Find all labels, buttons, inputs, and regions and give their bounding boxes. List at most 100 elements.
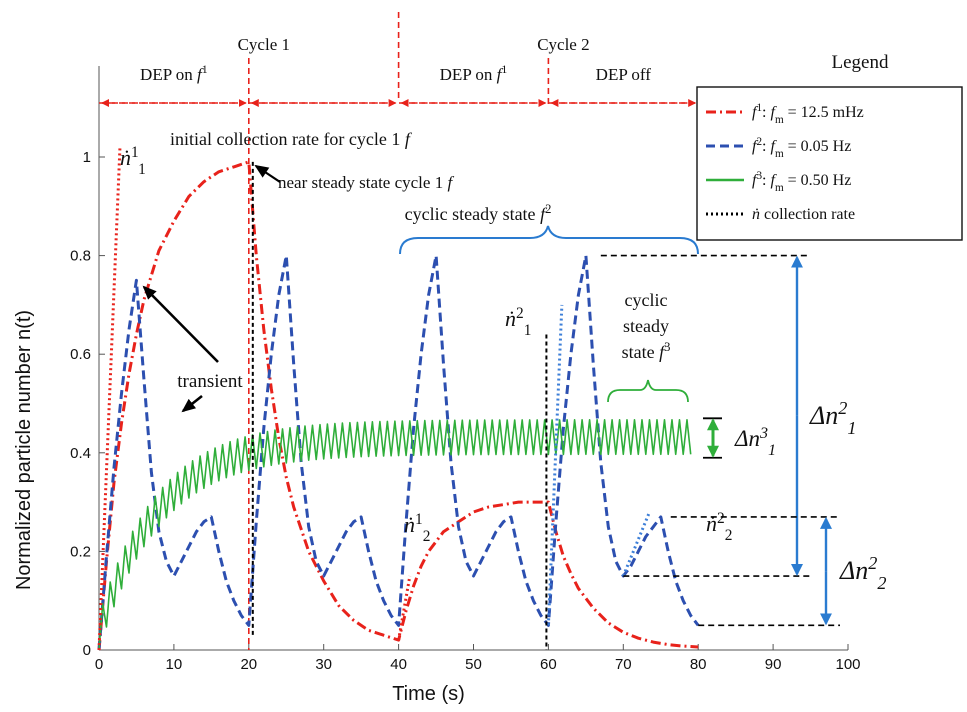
- legend-label: f2: fm = 0.05 Hz: [752, 136, 851, 160]
- y-axis-title: Normalized particle number n(t): [13, 310, 35, 590]
- collection-rate-label-part: ṅ: [505, 306, 516, 331]
- legend-label-part: 3: [756, 170, 762, 182]
- y-tick-label: 0.6: [70, 346, 91, 363]
- delta-label: Δn21: [809, 398, 856, 438]
- legend-label-part: f: [752, 104, 759, 121]
- series-f1-line: [97, 160, 699, 651]
- delta-label-part: Δn: [734, 426, 760, 451]
- legend-label: f1: fm = 12.5 mHz: [752, 102, 864, 126]
- collection-rate-label-part: ṅ: [120, 145, 131, 170]
- legend-label-part: m: [775, 114, 784, 126]
- collection-rate-label: ṅ12: [404, 511, 430, 545]
- delta-label-part: 2: [868, 553, 877, 573]
- collection-rate-line: [97, 147, 122, 651]
- delta-label-part: 1: [768, 442, 776, 459]
- legend-label-part: ṅ: [752, 206, 760, 223]
- legend-label-part: :: [762, 104, 770, 121]
- annotation-cyclic-f2-part: cyclic steady state: [405, 204, 540, 224]
- legend-label-part: f: [771, 172, 778, 189]
- x-tick-label: 10: [166, 656, 183, 673]
- collection-rate-label-part: 1: [131, 144, 138, 161]
- delta-label: Δn22: [839, 553, 886, 593]
- collection-rate-label-part: 1: [415, 511, 423, 528]
- phase-label-part: f: [497, 65, 504, 84]
- x-tick-label: 90: [765, 656, 782, 673]
- x-tick-label: 80: [690, 656, 707, 673]
- legend-label-part: m: [775, 148, 784, 160]
- x-tick-label: 70: [615, 656, 632, 673]
- phase-label-part: 1: [501, 62, 507, 76]
- delta-label-part: Δn: [809, 401, 838, 430]
- phase-label-part: f: [197, 65, 204, 84]
- brace-cyclic-f3: [607, 379, 689, 403]
- y-tick-label: 1: [83, 149, 91, 166]
- cycle-label: Cycle 1: [238, 35, 290, 54]
- legend-label-part: :: [762, 172, 770, 189]
- annotation-cyclic-f3-line-part: 3: [664, 340, 670, 354]
- annotation-cyclic-f2: cyclic steady state f2: [405, 202, 552, 224]
- collection-rate-label: ṅ21: [505, 305, 531, 339]
- legend-label-part: 2: [756, 136, 762, 148]
- collection-rate-label-part: ṅ: [706, 511, 717, 536]
- legend-label-part: f: [752, 138, 759, 155]
- x-tick-label: 40: [390, 656, 407, 673]
- collection-rate-label: ṅ22: [706, 510, 732, 544]
- phase-label-part: 1: [202, 62, 208, 76]
- legend-title: Legend: [832, 52, 889, 73]
- x-tick-label: 50: [465, 656, 482, 673]
- delta-label-part: 2: [838, 398, 847, 418]
- x-tick-label: 0: [95, 656, 103, 673]
- annotation-initial-rate: initial collection rate for cycle 1 f: [170, 129, 413, 149]
- delta-label-part: 3: [759, 425, 768, 442]
- y-tick-label: 0.4: [70, 445, 91, 462]
- annotation-near-steady-part: f: [447, 173, 454, 192]
- legend-label-part: :: [762, 138, 770, 155]
- annotation-initial-rate-part: initial collection rate for cycle 1: [170, 129, 405, 149]
- collection-rate-label-part: 2: [423, 528, 431, 545]
- legend-label-part: f: [771, 104, 778, 121]
- x-tick-label: 30: [315, 656, 332, 673]
- annotation-cyclic-f2-part: f: [540, 204, 548, 224]
- annotation-cyclic-f3-line: steady: [623, 316, 669, 336]
- delta-label: Δn31: [734, 425, 776, 459]
- collection-rate-label-part: 1: [138, 161, 146, 178]
- delta-label-part: 1: [847, 418, 856, 438]
- annotation-layer: initial collection rate for cycle 1 fnea…: [142, 129, 699, 413]
- collection-rate-line: [621, 511, 651, 577]
- transient-arrow-1: [142, 285, 219, 363]
- collection-rate-label-part: ṅ: [404, 512, 415, 537]
- annotation-initial-rate-part: f: [405, 129, 413, 149]
- annotation-near-steady: near steady state cycle 1 f: [278, 173, 454, 192]
- x-tick-label: 20: [240, 656, 257, 673]
- legend-label: f3: fm = 0.50 Hz: [752, 170, 851, 194]
- series-layer: [97, 160, 700, 651]
- legend-label-part: = 0.50 Hz: [784, 172, 852, 189]
- y-tick-label: 0.2: [70, 543, 91, 560]
- collection-rate-label-part: 1: [524, 322, 532, 339]
- y-tick-label: 0.8: [70, 248, 91, 265]
- axes: 0 10 20 30 40 50 60 70 80 90 100 0 0.2 0.4 0.6 0.8 1 Time…: [13, 66, 861, 705]
- series-f3-line: [98, 419, 692, 651]
- annotation-cyclic-f3-line: cyclic: [625, 290, 668, 310]
- x-axis-title: Time (s): [392, 683, 465, 705]
- annotation-near-steady-part: near steady state cycle 1: [278, 173, 447, 192]
- phase-label-part: DEP on: [140, 65, 197, 84]
- annotation-cyclic-f3-line-part: f: [659, 342, 667, 362]
- annotation-cyclic-f3-line: state f3: [622, 340, 671, 362]
- phase-label: DEP off: [596, 65, 652, 84]
- collection-rate-line: [397, 575, 412, 641]
- annotation-cyclic-f2-part: 2: [545, 202, 551, 216]
- legend-label: ṅ collection rate: [752, 206, 855, 223]
- phase-label: DEP on f1: [440, 62, 508, 84]
- x-tick-label: 60: [540, 656, 557, 673]
- delta-label-part: Δn: [839, 556, 868, 585]
- collection-rate-label-part: 2: [717, 510, 725, 527]
- legend-label-part: f: [771, 138, 778, 155]
- cycle-label: Cycle 2: [537, 35, 589, 54]
- collection-rate-label-part: 2: [725, 527, 733, 544]
- phase-label-part: DEP on: [440, 65, 497, 84]
